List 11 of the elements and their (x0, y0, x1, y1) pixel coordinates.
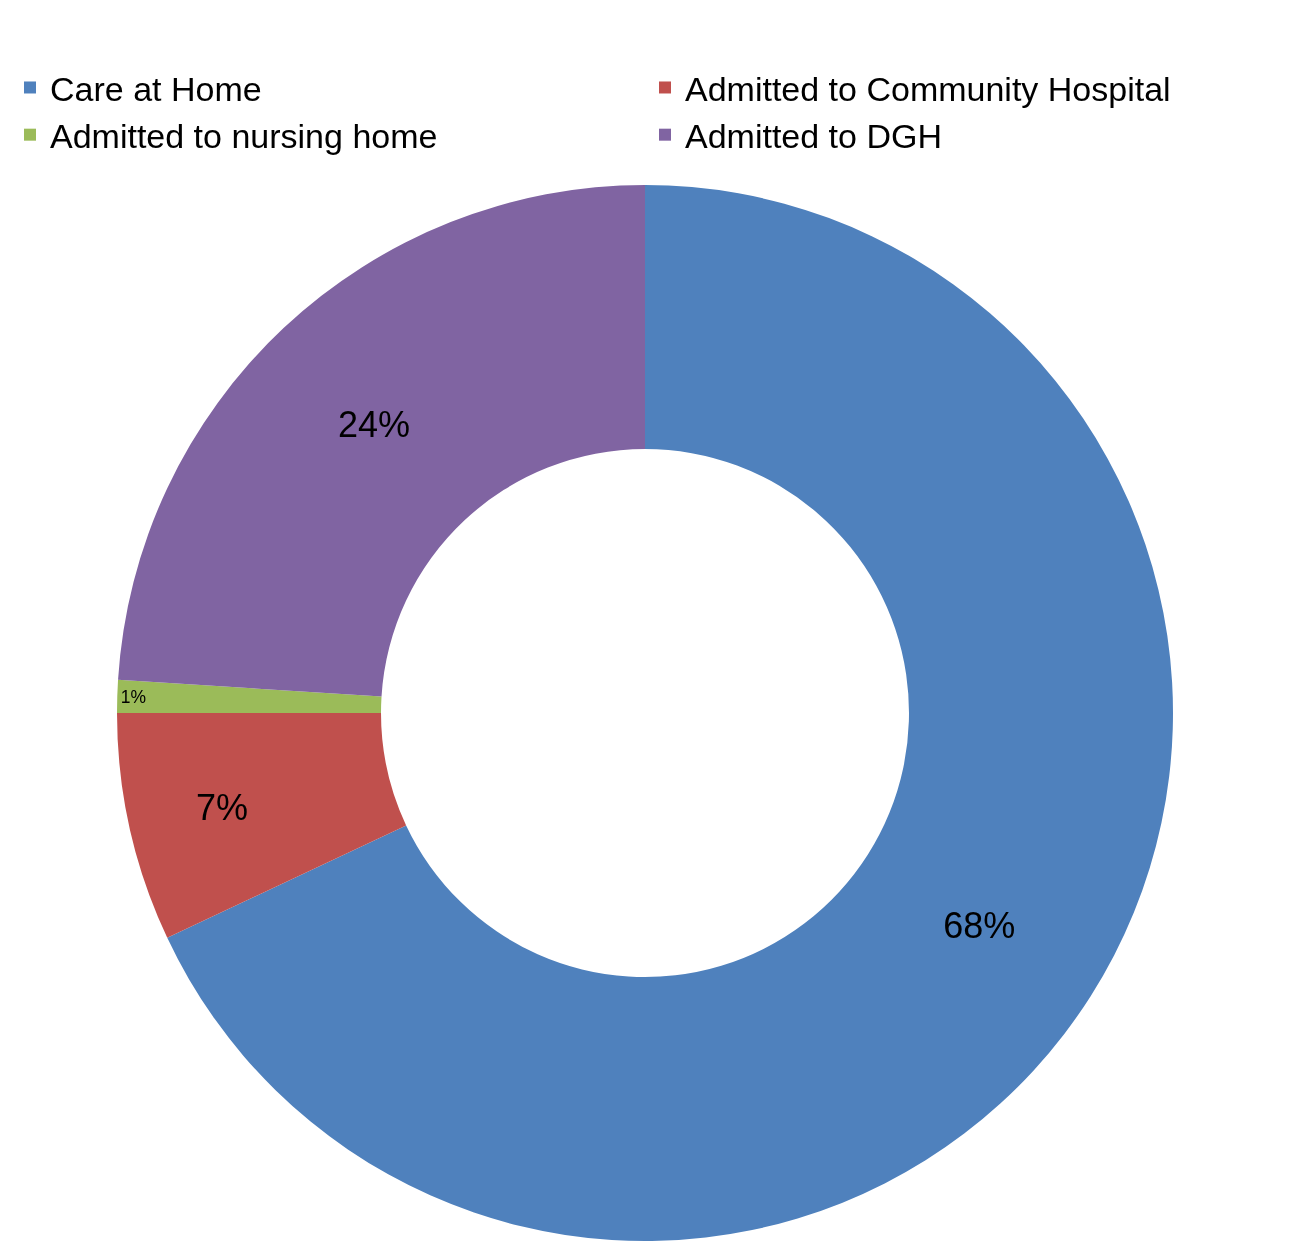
legend-label: Admitted to Community Hospital (685, 69, 1171, 108)
donut-slice (167, 185, 1173, 1241)
donut-slice (117, 679, 382, 713)
legend-label: Admitted to DGH (685, 116, 942, 155)
legend-label: Admitted to nursing home (50, 116, 438, 155)
data-label: 68% (943, 904, 1016, 946)
data-label: 1% (120, 686, 146, 707)
data-label: 24% (337, 403, 410, 445)
legend-label: Care at Home (50, 69, 262, 108)
data-label: 7% (195, 787, 249, 829)
donut-slice (117, 713, 407, 938)
